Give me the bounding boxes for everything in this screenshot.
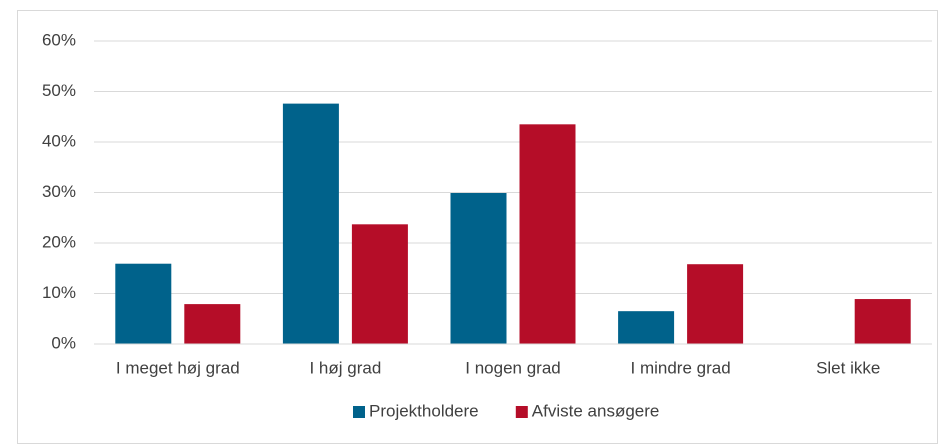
- bar: [184, 304, 241, 344]
- y-tick-label: 30%: [42, 182, 76, 201]
- y-tick-label: 0%: [51, 333, 76, 352]
- legend-label: Afviste ansøgere: [532, 401, 660, 420]
- y-tick-label: 20%: [42, 232, 76, 251]
- y-tick-label: 50%: [42, 81, 76, 100]
- x-tick-label: I mindre grad: [631, 358, 731, 377]
- bar: [351, 224, 408, 344]
- bar: [687, 264, 744, 344]
- legend-swatch: [515, 406, 528, 418]
- bar: [519, 124, 576, 344]
- y-tick-label: 60%: [42, 30, 76, 49]
- y-tick-label: 40%: [42, 131, 76, 150]
- x-tick-label: I høj grad: [309, 358, 381, 377]
- bar: [618, 311, 675, 344]
- bar: [115, 263, 172, 344]
- x-tick-label: Slet ikke: [816, 358, 880, 377]
- legend-label: Projektholdere: [369, 401, 479, 420]
- bar: [282, 103, 339, 345]
- bar: [450, 193, 507, 344]
- x-tick-label: I nogen grad: [465, 358, 560, 377]
- x-tick-label: I meget høj grad: [116, 358, 240, 377]
- bar: [854, 299, 911, 344]
- y-tick-label: 10%: [42, 283, 76, 302]
- legend-swatch: [353, 406, 365, 418]
